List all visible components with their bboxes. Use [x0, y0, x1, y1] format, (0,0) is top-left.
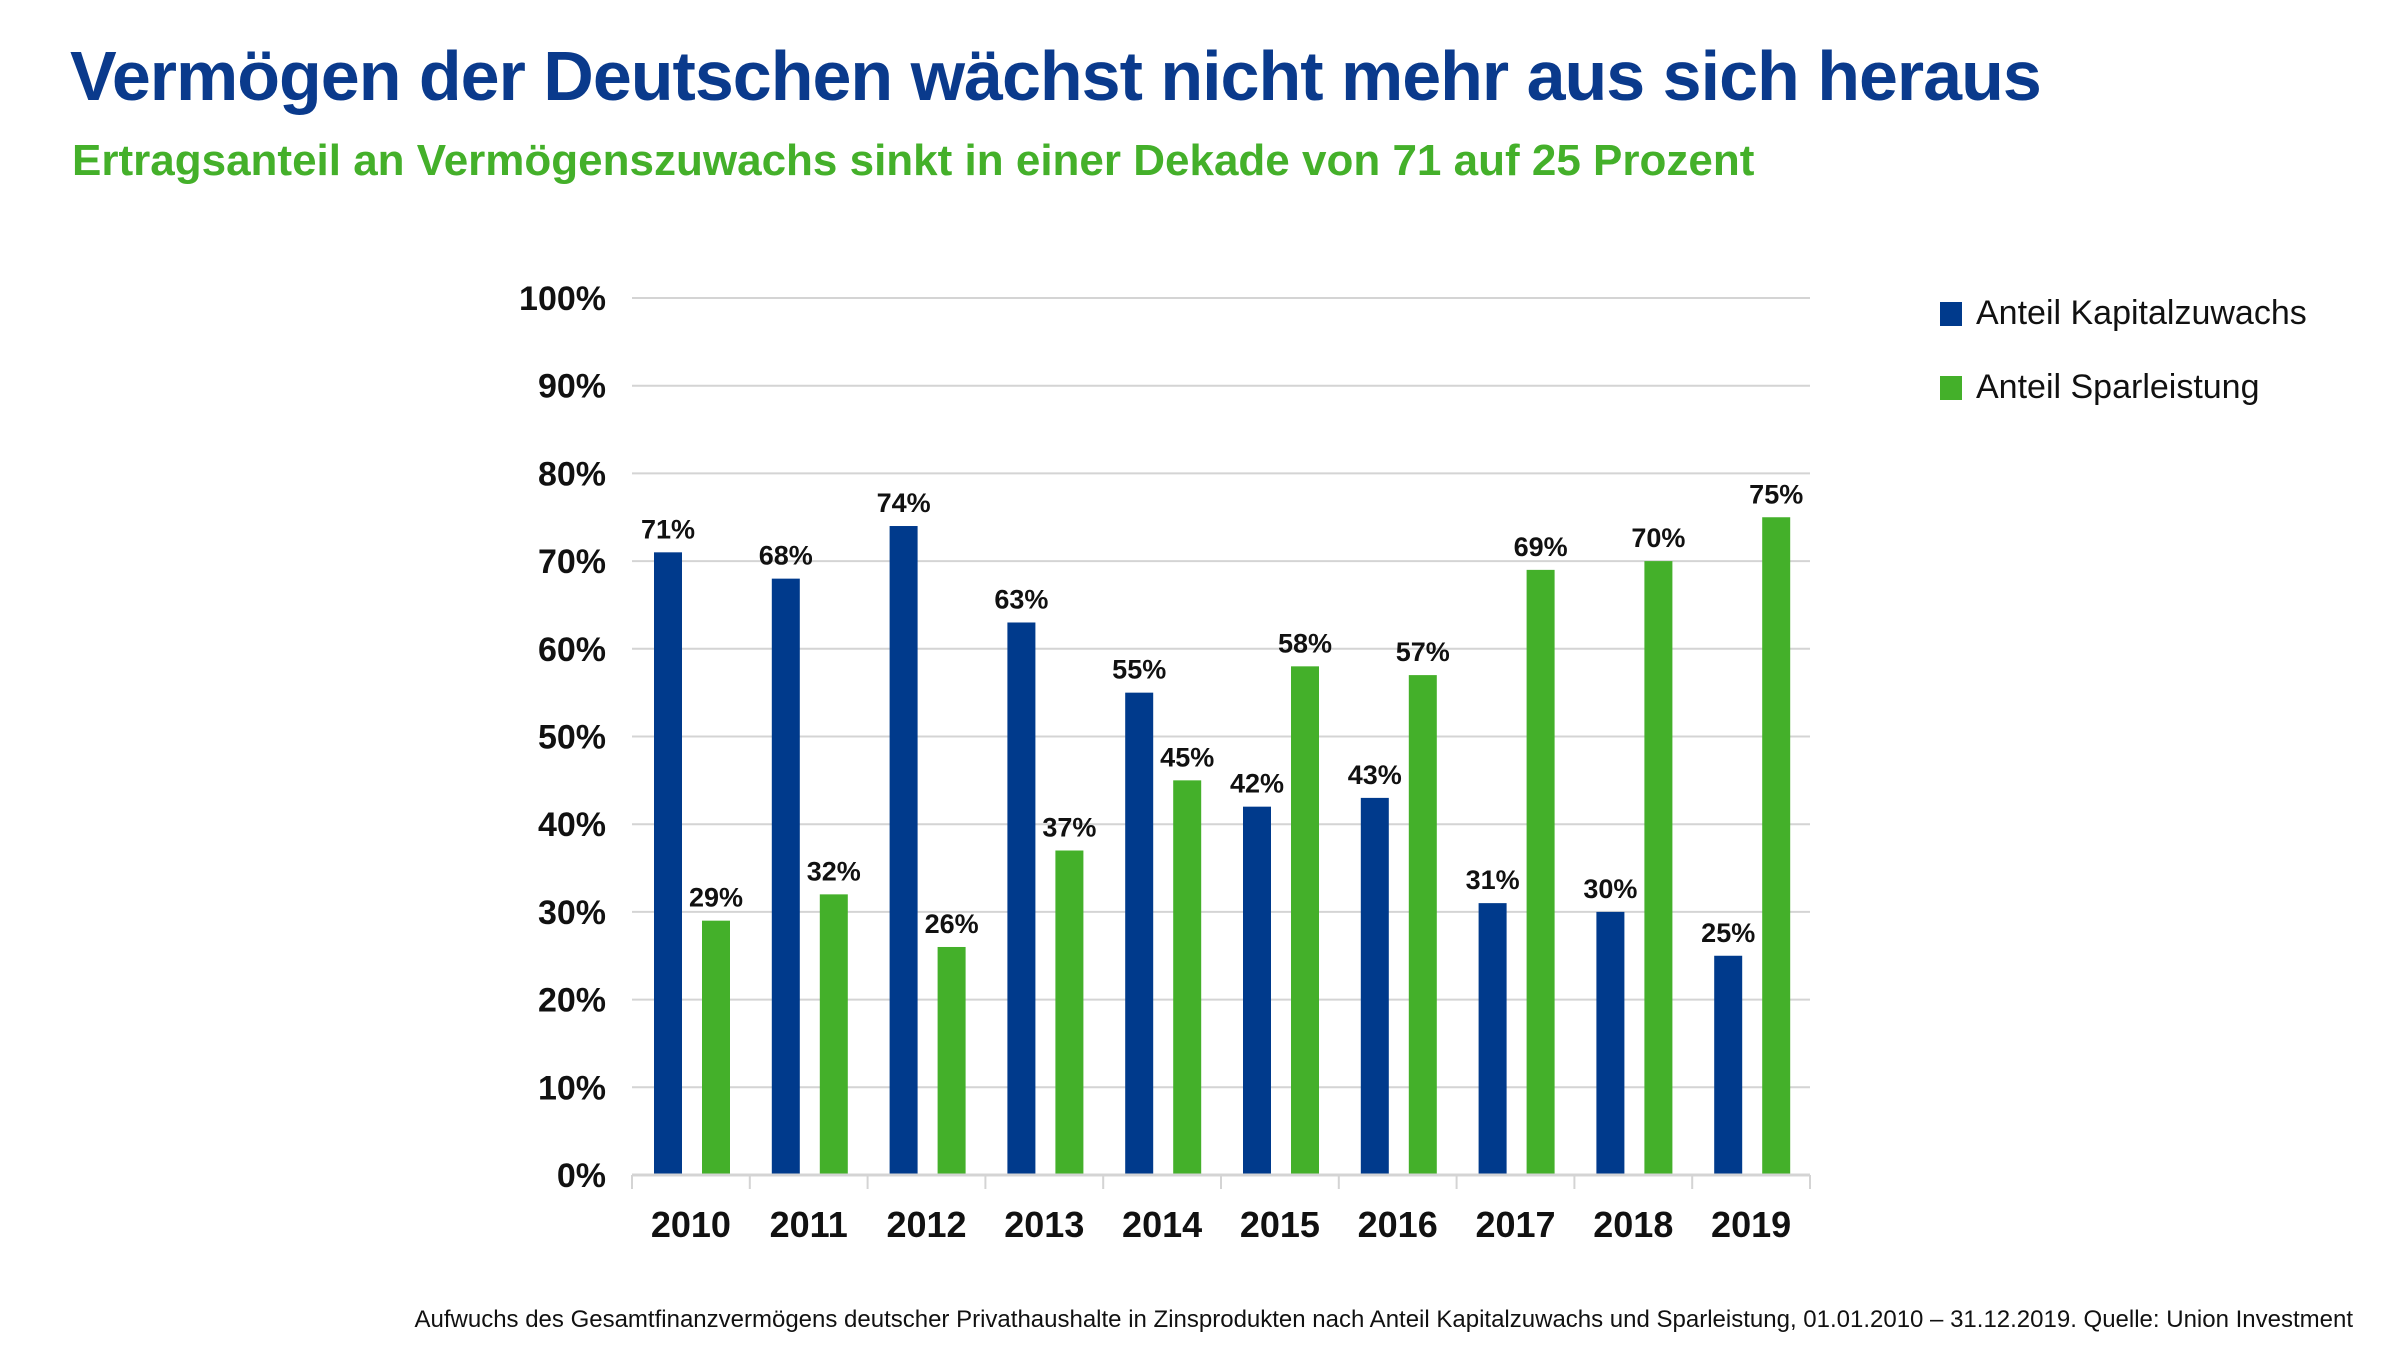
y-tick-label: 0%: [557, 1157, 606, 1195]
bar-kapitalzuwachs: [1125, 692, 1154, 1175]
data-label: 70%: [1631, 523, 1685, 553]
bar-kapitalzuwachs: [1714, 955, 1743, 1175]
data-label: 74%: [877, 488, 931, 518]
x-tick-label: 2015: [1240, 1204, 1320, 1245]
bar-sparleistung: [1644, 561, 1673, 1175]
legend-label: Anteil Kapitalzuwachs: [1976, 294, 2307, 332]
data-label: 25%: [1701, 918, 1755, 948]
bar-sparleistung: [1291, 666, 1319, 1175]
bar-sparleistung: [1762, 517, 1791, 1175]
y-tick-label: 20%: [538, 982, 606, 1020]
data-label: 45%: [1160, 742, 1214, 772]
x-tick-label: 2011: [770, 1204, 848, 1245]
bar-sparleistung: [937, 946, 966, 1175]
data-label: 55%: [1112, 655, 1166, 685]
bar-sparleistung: [702, 920, 730, 1175]
x-tick-label: 2019: [1711, 1204, 1791, 1245]
bar-sparleistung: [1055, 850, 1084, 1175]
y-tick-label: 90%: [538, 368, 606, 406]
bar-kapitalzuwachs: [889, 526, 918, 1175]
data-label: 75%: [1749, 479, 1803, 509]
bar-sparleistung: [1526, 569, 1555, 1175]
bar-kapitalzuwachs: [1360, 797, 1389, 1175]
data-label: 31%: [1466, 865, 1520, 895]
data-label: 37%: [1042, 813, 1096, 843]
bar-kapitalzuwachs: [1243, 806, 1271, 1175]
data-label: 71%: [641, 514, 695, 544]
chart-title: Vermögen der Deutschen wächst nicht mehr…: [70, 37, 2042, 115]
bar-kapitalzuwachs: [654, 552, 682, 1175]
data-label: 58%: [1278, 628, 1332, 658]
y-tick-label: 50%: [538, 719, 606, 757]
x-tick-label: 2017: [1475, 1204, 1555, 1245]
bar-kapitalzuwachs: [1596, 911, 1625, 1175]
bar-sparleistung: [1408, 675, 1437, 1175]
bar-sparleistung: [819, 894, 848, 1175]
x-tick-label: 2010: [651, 1204, 731, 1245]
bar-kapitalzuwachs: [1478, 903, 1507, 1175]
chart-subtitle: Ertragsanteil an Vermögenszuwachs sinkt …: [72, 136, 1755, 185]
legend-swatch-green: [1940, 375, 1962, 400]
data-label: 43%: [1348, 760, 1402, 790]
data-label: 63%: [994, 584, 1048, 614]
x-tick-label: 2013: [1004, 1204, 1084, 1245]
x-tick-label: 2016: [1358, 1204, 1438, 1245]
y-tick-label: 100%: [519, 280, 606, 318]
bar-sparleistung: [1173, 780, 1202, 1175]
legend-item-sparleistung: Anteil Sparleistung: [1940, 368, 2260, 407]
data-label: 57%: [1396, 637, 1450, 667]
data-label: 69%: [1514, 532, 1568, 562]
y-tick-label: 80%: [538, 455, 606, 493]
y-tick-label: 30%: [538, 894, 606, 932]
y-tick-label: 40%: [538, 806, 606, 844]
data-label: 26%: [925, 909, 979, 939]
data-label: 29%: [689, 883, 743, 913]
bar-kapitalzuwachs: [1007, 622, 1036, 1175]
bar-kapitalzuwachs: [771, 578, 800, 1175]
x-tick-label: 2014: [1122, 1204, 1202, 1245]
data-label: 68%: [759, 541, 813, 571]
x-tick-label: 2018: [1593, 1204, 1673, 1245]
y-tick-label: 10%: [538, 1069, 606, 1107]
y-tick-label: 60%: [538, 631, 606, 669]
legend-item-kapitalzuwachs: Anteil Kapitalzuwachs: [1940, 294, 2307, 333]
x-tick-label: 2012: [886, 1204, 966, 1245]
data-label: 30%: [1583, 874, 1637, 904]
legend-label: Anteil Sparleistung: [1976, 368, 2260, 406]
y-tick-label: 70%: [538, 543, 606, 581]
footnote: Aufwuchs des Gesamtfinanzvermögens deuts…: [414, 1306, 2353, 1333]
legend-swatch-blue: [1940, 301, 1962, 326]
data-label: 32%: [807, 856, 861, 886]
data-label: 42%: [1230, 769, 1284, 799]
